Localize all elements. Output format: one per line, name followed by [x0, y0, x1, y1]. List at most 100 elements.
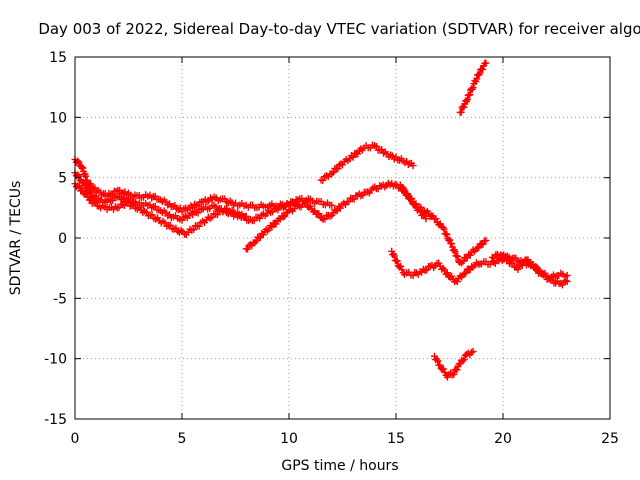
data-point — [514, 265, 522, 273]
data-point — [440, 365, 448, 373]
data-point — [482, 59, 490, 67]
x-tick-label: 0 — [71, 431, 80, 447]
data-point — [412, 200, 420, 208]
data-point — [434, 357, 442, 365]
data-point — [500, 251, 508, 259]
data-point — [404, 190, 412, 198]
data-point — [79, 164, 87, 172]
data-point — [563, 277, 571, 285]
data-point — [80, 178, 88, 186]
data-point — [272, 220, 280, 228]
x-tick-label: 10 — [280, 431, 298, 447]
data-point — [315, 210, 323, 218]
data-point — [466, 251, 474, 259]
series-track-9 — [431, 347, 477, 381]
data-point — [357, 145, 365, 153]
data-point — [328, 201, 336, 209]
data-point — [75, 158, 83, 166]
data-point — [462, 269, 470, 277]
data-point — [562, 277, 570, 285]
data-point — [91, 192, 99, 200]
series-track-8 — [488, 250, 571, 289]
grid — [75, 57, 610, 419]
data-point — [82, 190, 90, 198]
data-point — [321, 215, 329, 223]
series-track-6 — [396, 181, 490, 267]
data-point — [190, 225, 198, 233]
series-track-5 — [317, 141, 417, 184]
data-point — [354, 150, 362, 158]
data-point — [463, 95, 471, 103]
data-point — [393, 257, 401, 265]
data-point — [448, 240, 456, 248]
data-point — [318, 214, 326, 222]
series-track-3 — [71, 180, 302, 239]
data-point — [77, 163, 85, 171]
data-point — [340, 199, 348, 207]
x-tick-label: 5 — [178, 431, 187, 447]
data-point — [443, 269, 451, 277]
data-point — [435, 259, 443, 267]
data-point — [87, 180, 95, 188]
data-point — [450, 370, 458, 378]
data-point — [90, 185, 98, 193]
data-point — [482, 236, 490, 244]
y-axis-label: SDTVAR / TECUs — [8, 181, 24, 296]
data-point — [75, 183, 83, 191]
data-point — [364, 188, 372, 196]
x-tick-label: 15 — [387, 431, 405, 447]
data-point — [268, 223, 276, 231]
data-point — [281, 212, 289, 220]
data-point — [469, 347, 477, 355]
data-point — [166, 221, 174, 229]
x-tick-label: 20 — [494, 431, 512, 447]
data-point — [378, 146, 386, 154]
data-point — [417, 203, 425, 211]
data-point — [563, 271, 571, 279]
data-point — [422, 215, 430, 223]
y-tick-label: 10 — [49, 110, 67, 126]
data-point — [479, 240, 487, 248]
data-point — [400, 185, 408, 193]
data-point — [466, 91, 474, 99]
data-point — [467, 348, 475, 356]
data-point — [446, 236, 454, 244]
data-point — [372, 142, 380, 150]
data-point — [241, 213, 249, 221]
data-point — [469, 84, 477, 92]
data-point — [479, 65, 487, 73]
y-tick-label: -5 — [53, 291, 67, 307]
data-point — [404, 160, 412, 168]
data-point — [504, 256, 512, 264]
data-point — [409, 162, 417, 170]
x-tick-label: 25 — [601, 431, 619, 447]
data-point — [244, 245, 252, 253]
data-point — [459, 357, 467, 365]
series-track-7 — [388, 247, 571, 286]
data-point — [75, 172, 83, 180]
data-point — [349, 153, 357, 161]
data-point — [468, 262, 476, 270]
y-tick-label: 0 — [58, 231, 67, 247]
data-point — [451, 248, 459, 256]
data-point — [329, 168, 337, 176]
data-point — [332, 207, 340, 215]
data-point — [560, 278, 568, 286]
data-point — [319, 176, 327, 184]
data-point — [475, 70, 483, 78]
data-point — [306, 202, 314, 210]
data-point — [460, 356, 468, 364]
data-point — [509, 259, 517, 267]
data-point — [195, 222, 203, 230]
y-tick-label: 5 — [58, 171, 67, 187]
data-point — [533, 266, 541, 274]
data-point — [443, 230, 451, 238]
data-point — [475, 71, 483, 79]
data-point — [82, 185, 90, 193]
data-points — [71, 59, 571, 381]
data-point — [423, 266, 431, 274]
data-point — [473, 75, 481, 83]
data-point — [213, 211, 221, 219]
data-point — [259, 231, 267, 239]
